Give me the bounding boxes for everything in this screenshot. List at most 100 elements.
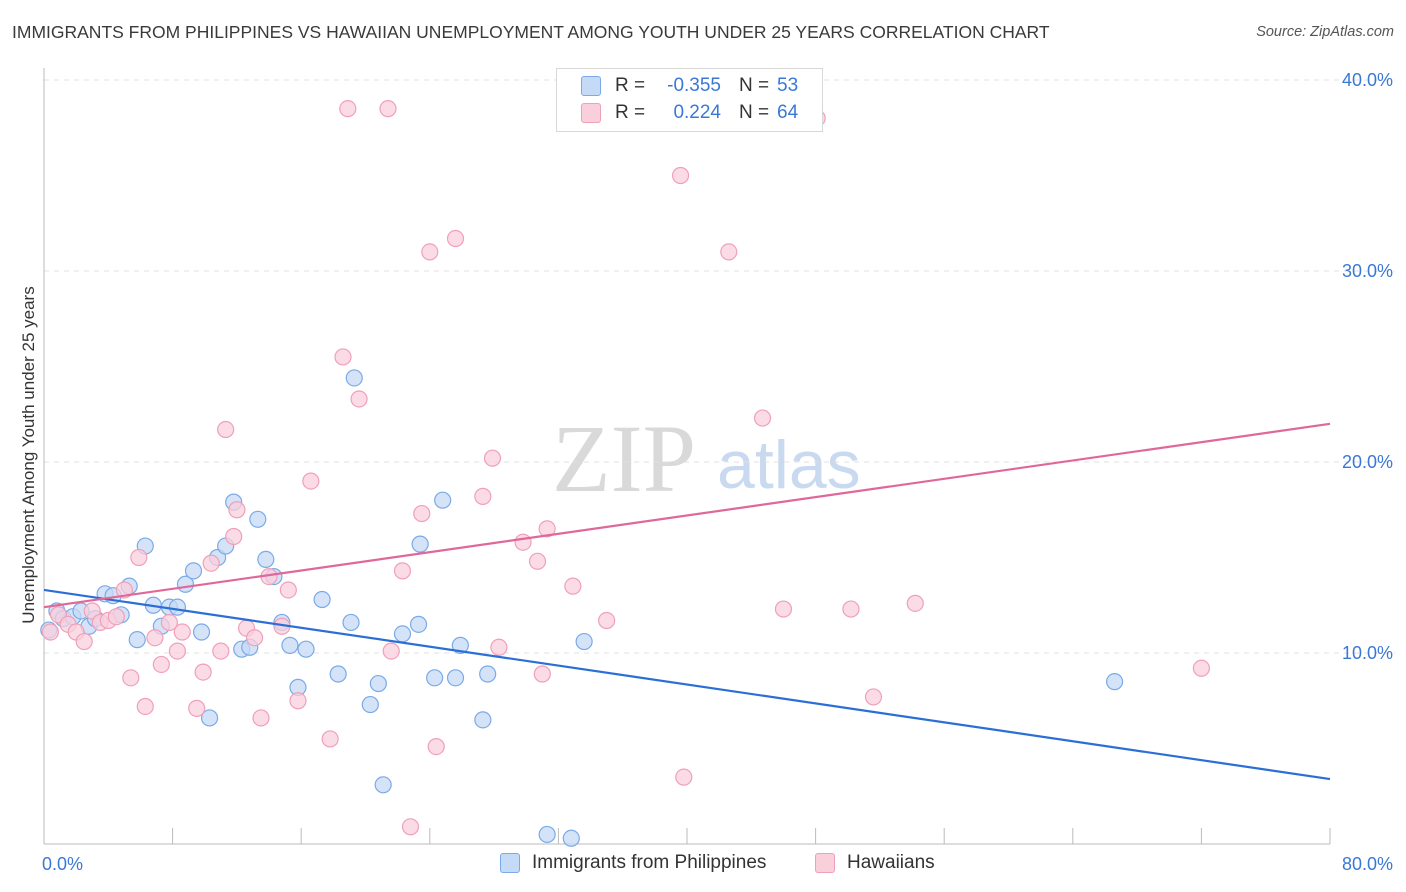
hawaiians-point [490, 638, 508, 656]
y-tick-label: 30.0% [1342, 261, 1393, 281]
grid [44, 79, 1395, 654]
hawaiians-point [382, 642, 400, 660]
philippines-point [168, 598, 187, 616]
hawaiians-point [279, 581, 297, 599]
philippines-point [192, 623, 211, 641]
hawaiians-point [202, 554, 220, 572]
trend-lines [43, 422, 1331, 781]
philippines-point [434, 491, 452, 509]
philippines-point [409, 615, 428, 633]
philippines-point [411, 535, 429, 553]
philippines-trend-line [43, 588, 1331, 781]
philippines-point [575, 632, 593, 651]
watermark-atlas: atlas [717, 427, 861, 503]
y-tick-label: 20.0% [1342, 452, 1393, 472]
hawaiians-point [864, 688, 883, 706]
philippines-swatch [581, 76, 601, 96]
hawaiians-point [321, 730, 339, 748]
axes [43, 68, 1331, 845]
hawaiians-point [289, 692, 307, 710]
hawaiians-point [107, 608, 125, 626]
source-label: Source: ZipAtlas.com [1256, 24, 1394, 40]
chart-title: IMMIGRANTS FROM PHILIPPINES VS HAWAIIAN … [12, 22, 1050, 42]
watermark-zip: ZIP [552, 405, 696, 512]
hawaiians-point [228, 501, 246, 519]
hawaiians-point [252, 709, 270, 727]
hawaiians-point [675, 768, 693, 786]
hawaiians-point [842, 600, 860, 618]
hawaiians-point [671, 166, 690, 185]
philippines-point [479, 665, 497, 683]
hawaiians-point [427, 737, 445, 756]
philippines-point [1105, 673, 1124, 691]
hawaiians-point [538, 520, 556, 538]
hawaiians-point [168, 642, 187, 660]
hawaiians-point [401, 818, 420, 836]
legend-label: Hawaiians [847, 852, 935, 873]
y-tick-label: 40.0% [1342, 70, 1393, 90]
hawaiians-point [421, 243, 439, 261]
hawaiians-point [483, 449, 502, 467]
hawaiians-point [753, 409, 772, 427]
n-label: N = [739, 75, 770, 96]
n-value: 64 [777, 102, 799, 123]
hawaiians-point [774, 600, 793, 618]
hawaiians-point [533, 665, 551, 683]
r-label: R = [615, 75, 646, 96]
r-label: R = [615, 102, 646, 123]
legend-label: Immigrants from Philippines [532, 852, 767, 873]
hawaiians-point [115, 581, 133, 599]
legend-item-philippines[interactable]: Immigrants from Philippines [500, 852, 766, 874]
hawaiians-point [212, 642, 230, 660]
tick-labels: 10.0% 20.0% 30.0% 40.0% 0.0% 80.0% [42, 70, 1393, 874]
philippines-point [538, 825, 556, 844]
philippines-point [281, 636, 299, 654]
philippines-point [361, 695, 379, 714]
hawaiians-point [474, 487, 492, 505]
hawaiians-point [225, 527, 243, 546]
hawaiians-point [245, 629, 264, 647]
philippines-point [393, 625, 412, 643]
stats-row-philippines: R = -0.355 N = 53 [581, 73, 798, 99]
r-value: 0.224 [673, 102, 721, 123]
philippines-point [297, 640, 315, 658]
philippines-point [345, 369, 363, 387]
philippines-point [249, 510, 267, 528]
hawaiians-point [217, 420, 235, 439]
philippines-swatch [500, 853, 520, 873]
hawaiians-point [130, 548, 148, 567]
philippines-point [446, 669, 465, 687]
hawaiians-point [564, 577, 582, 595]
y-tick-label: 10.0% [1342, 643, 1393, 663]
data-points [40, 100, 1211, 847]
hawaiians-point [75, 632, 93, 651]
hawaiians-point [514, 533, 532, 551]
stats-row-hawaiians: R = 0.224 N = 64 [581, 100, 798, 126]
hawaiians-point [152, 655, 170, 674]
philippines-point [329, 665, 347, 683]
philippines-point [374, 776, 392, 794]
hawaiians-point [136, 697, 154, 716]
n-value: 53 [777, 75, 799, 96]
hawaiians-point [393, 562, 412, 580]
philippines-point [184, 562, 203, 580]
hawaiians-point [598, 611, 616, 630]
hawaiians-point [413, 504, 431, 523]
x-tick-label: 80.0% [1342, 854, 1393, 874]
stats-legend: R = -0.355 N = 53 R = 0.224 N = 64 [556, 68, 823, 132]
legend-item-hawaiians[interactable]: Hawaiians [815, 852, 935, 874]
philippines-point [369, 674, 387, 693]
hawaiians-point [41, 623, 60, 641]
philippines-point [562, 829, 580, 847]
hawaiians-point [302, 472, 320, 490]
philippines-point [451, 636, 469, 654]
philippines-point [426, 669, 444, 687]
n-label: N = [739, 102, 770, 123]
philippines-point [257, 550, 275, 569]
philippines-point [474, 711, 492, 729]
hawaiians-point [160, 613, 178, 632]
philippines-point [128, 631, 146, 649]
hawaiians-point [906, 594, 924, 612]
philippines-point [342, 613, 360, 632]
